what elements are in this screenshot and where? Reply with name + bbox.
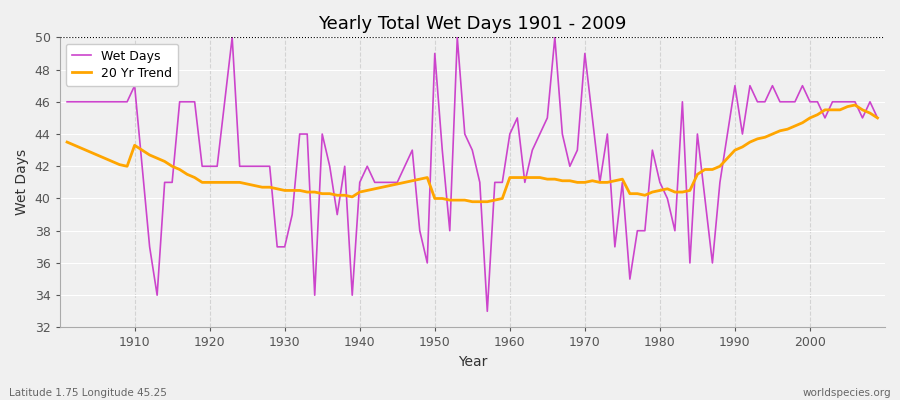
Wet Days: [62, 99, 73, 104]
Wet Days: [482, 309, 492, 314]
Wet Days: [122, 99, 132, 104]
Text: worldspecies.org: worldspecies.org: [803, 388, 891, 398]
20 Yr Trend: [332, 193, 343, 198]
Wet Days: [512, 116, 523, 120]
Line: Wet Days: Wet Days: [68, 37, 878, 311]
Wet Days: [227, 35, 238, 40]
X-axis label: Year: Year: [457, 355, 487, 369]
20 Yr Trend: [122, 164, 132, 169]
20 Yr Trend: [504, 175, 515, 180]
Legend: Wet Days, 20 Yr Trend: Wet Days, 20 Yr Trend: [66, 44, 178, 86]
Wet Days: [339, 164, 350, 169]
Title: Yearly Total Wet Days 1901 - 2009: Yearly Total Wet Days 1901 - 2009: [318, 15, 626, 33]
20 Yr Trend: [62, 140, 73, 144]
Line: 20 Yr Trend: 20 Yr Trend: [68, 105, 878, 202]
20 Yr Trend: [872, 116, 883, 120]
20 Yr Trend: [602, 180, 613, 185]
Wet Days: [519, 180, 530, 185]
20 Yr Trend: [512, 175, 523, 180]
20 Yr Trend: [287, 188, 298, 193]
Y-axis label: Wet Days: Wet Days: [15, 149, 29, 216]
Text: Latitude 1.75 Longitude 45.25: Latitude 1.75 Longitude 45.25: [9, 388, 166, 398]
20 Yr Trend: [467, 199, 478, 204]
Wet Days: [609, 244, 620, 249]
Wet Days: [294, 132, 305, 136]
20 Yr Trend: [850, 103, 860, 108]
Wet Days: [872, 116, 883, 120]
